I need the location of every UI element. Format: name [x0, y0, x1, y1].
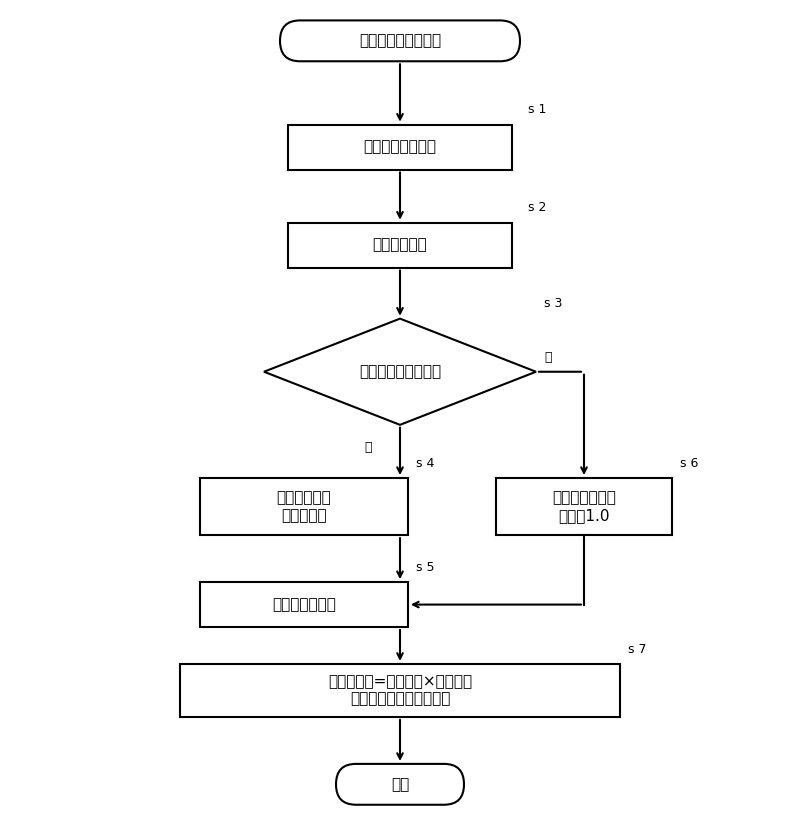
- Text: 速度降低系数
乘以降低率: 速度降低系数 乘以降低率: [277, 490, 331, 523]
- Text: 计算虚拟温度: 计算虚拟温度: [373, 238, 427, 252]
- FancyBboxPatch shape: [200, 478, 408, 535]
- Text: 将速度降低系数
设定为1.0: 将速度降低系数 设定为1.0: [552, 490, 616, 523]
- Polygon shape: [264, 319, 536, 425]
- Text: s 2: s 2: [528, 202, 546, 215]
- Text: 使编织速度=指示速度×速度降低
系数反映到每个线圈横列: 使编织速度=指示速度×速度降低 系数反映到每个线圈横列: [328, 674, 472, 707]
- Text: 计算平均负荷转矩: 计算平均负荷转矩: [363, 140, 437, 154]
- Text: s 7: s 7: [628, 643, 646, 655]
- Text: 否: 否: [544, 350, 551, 364]
- Text: 是: 是: [364, 441, 372, 454]
- Text: 显示速度降低中: 显示速度降低中: [272, 597, 336, 612]
- Text: 虚拟温度＞允许温度: 虚拟温度＞允许温度: [359, 364, 441, 379]
- Text: 结束: 结束: [391, 777, 409, 792]
- FancyBboxPatch shape: [336, 764, 464, 805]
- Text: s 4: s 4: [416, 457, 434, 470]
- Text: s 1: s 1: [528, 104, 546, 117]
- FancyBboxPatch shape: [288, 125, 512, 170]
- FancyBboxPatch shape: [496, 478, 672, 535]
- Text: s 5: s 5: [416, 561, 434, 574]
- FancyBboxPatch shape: [280, 20, 520, 61]
- FancyBboxPatch shape: [200, 582, 408, 627]
- FancyBboxPatch shape: [180, 663, 620, 717]
- FancyBboxPatch shape: [288, 222, 512, 268]
- Text: 在每个处理周期进行: 在每个处理周期进行: [359, 33, 441, 48]
- Text: s 3: s 3: [544, 297, 562, 310]
- Text: s 6: s 6: [680, 457, 698, 470]
